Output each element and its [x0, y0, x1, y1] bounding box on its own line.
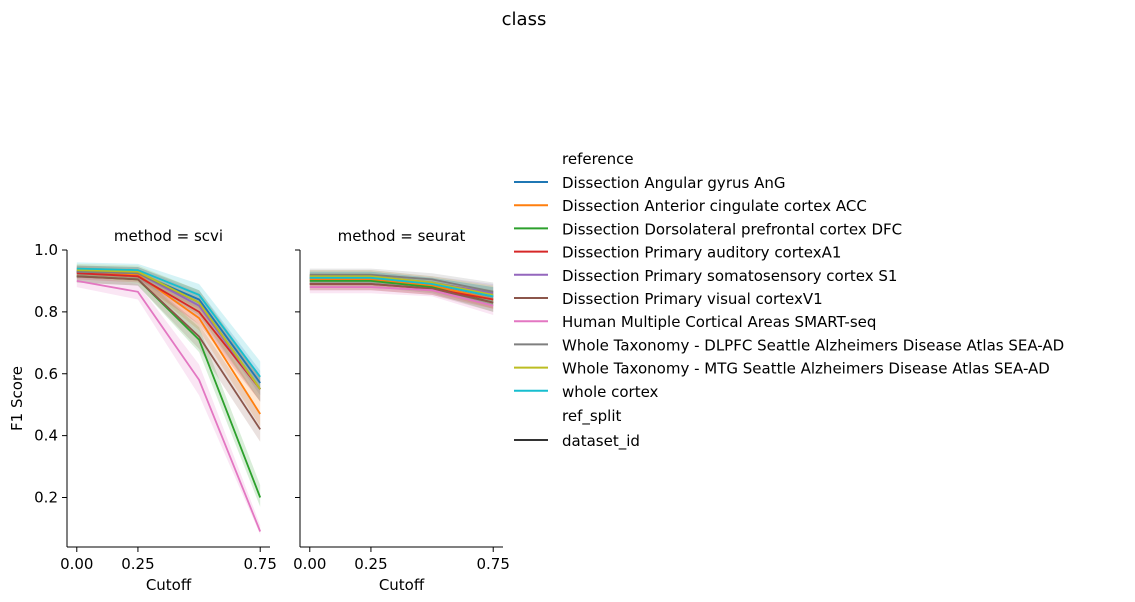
legend-entry-label: Human Multiple Cortical Areas SMART-seq [562, 313, 876, 331]
ci-band-0-6 [76, 274, 261, 535]
legend-entry-label: Dissection Primary auditory cortexA1 [562, 244, 841, 262]
legend-entry-label: Dissection Dorsolateral prefrontal corte… [562, 220, 902, 238]
legend: reference Dissection Angular gyrus AnGDi… [514, 150, 1064, 451]
panel-seurat: 0.00 0.25 0.75 method = seurat Cutoff [293, 227, 510, 594]
y-axis-label: F1 Score [8, 366, 26, 431]
x-tick-label: 0.75 [244, 555, 277, 573]
series-line-1-5 [309, 283, 494, 304]
legend-style-entry-label: dataset_id [562, 432, 640, 451]
series-line-1-6 [309, 286, 494, 307]
series-line-0-5 [76, 275, 261, 430]
legend-entry-label: whole cortex [562, 383, 659, 401]
series-line-1-7 [309, 273, 494, 293]
ci-band-0-5 [76, 270, 261, 442]
legend-style-title: ref_split [562, 407, 622, 426]
x-tick-label: 0.00 [293, 555, 326, 573]
x-tick-label: 0.00 [60, 555, 93, 573]
legend-entry-label: Dissection Anterior cingulate cortex ACC [562, 197, 867, 215]
x-axis-label: Cutoff [146, 576, 192, 594]
series-line-0-8 [76, 269, 261, 390]
legend-entry-label: Whole Taxonomy - MTG Seattle Alzheimers … [562, 360, 1050, 378]
legend-hue-title: reference [562, 150, 634, 168]
x-tick-label: 0.75 [477, 555, 510, 573]
legend-entry-label: Dissection Primary visual cortexV1 [562, 290, 823, 308]
panel-title: method = seurat [338, 227, 466, 245]
y-tick-label: 0.8 [34, 303, 58, 321]
series-line-0-3 [76, 272, 261, 390]
legend-entry-label: Dissection Angular gyrus AnG [562, 174, 785, 192]
series-line-1-9 [309, 276, 494, 298]
panel-title: method = scvi [114, 227, 223, 245]
series-line-0-9 [76, 267, 261, 378]
x-tick-label: 0.25 [354, 555, 387, 573]
series-line-0-6 [76, 280, 262, 532]
figure-title: class [502, 9, 547, 30]
panel-scvi: 0.00 0.25 0.75 0.2 0.4 0.6 0.8 1.0 method = scvi… [8, 227, 277, 594]
y-tick-label: 0.2 [34, 489, 58, 507]
y-tick-label: 0.6 [34, 365, 58, 383]
series-line-1-1 [309, 278, 494, 301]
ci-band-0-1 [76, 265, 261, 427]
legend-entries: Dissection Angular gyrus AnG Dissection A… [514, 174, 1064, 401]
ci-band-0-0 [76, 265, 261, 396]
x-tick-label: 0.25 [121, 555, 154, 573]
ci-band-0-2 [76, 270, 261, 507]
y-tick-label: 0.4 [34, 427, 58, 445]
series-line-1-8 [309, 275, 494, 296]
legend-entry-label: Whole Taxonomy - DLPFC Seattle Alzheimer… [562, 336, 1064, 354]
y-tick-label: 1.0 [34, 241, 58, 259]
x-axis-label: Cutoff [379, 576, 425, 594]
legend-entry-label: Dissection Primary somatosensory cortex … [562, 267, 897, 285]
